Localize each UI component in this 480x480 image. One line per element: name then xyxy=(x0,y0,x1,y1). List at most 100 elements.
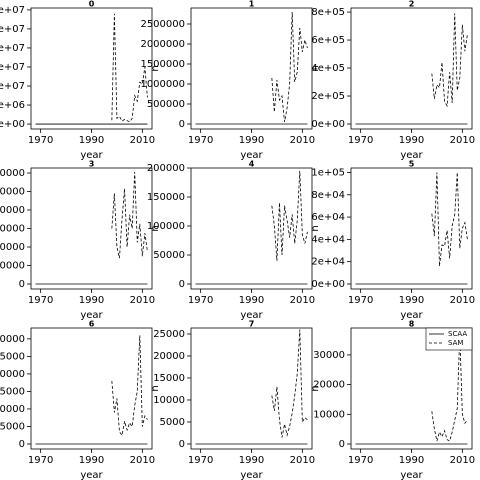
y-tick-label: 0 xyxy=(179,119,185,130)
series-line xyxy=(271,11,308,123)
y-tick-label: 2.5e+07 xyxy=(0,24,25,35)
y-tick-label: 10000 xyxy=(0,404,25,415)
x-tick-label: 2010 xyxy=(290,455,315,466)
y-tick-label: 60000 xyxy=(0,224,25,235)
y-tick-label: 15000 xyxy=(153,373,185,384)
y-tick-label: 150000 xyxy=(147,192,185,203)
plot-frame xyxy=(190,7,313,130)
y-tick-label: 100000 xyxy=(147,221,185,232)
plot-frame xyxy=(30,7,153,130)
x-tick-label: 2010 xyxy=(450,295,475,306)
x-axis-label: year xyxy=(240,470,263,480)
x-tick-label: 1990 xyxy=(79,455,104,466)
y-axis-label: n xyxy=(310,65,321,71)
y-tick-label: 30000 xyxy=(0,334,25,345)
x-tick-label: 1970 xyxy=(28,295,53,306)
y-tick-label: 0 xyxy=(179,279,185,290)
y-tick-label: 50000 xyxy=(153,250,185,261)
chart-title: 7 xyxy=(249,320,255,329)
x-tick-label: 1990 xyxy=(79,135,104,146)
series-line xyxy=(271,329,308,438)
chart-title: 1 xyxy=(249,0,255,9)
y-tick-label: 1.5e+07 xyxy=(0,62,25,73)
x-tick-label: 2010 xyxy=(450,455,475,466)
x-tick-label: 1970 xyxy=(348,135,373,146)
y-tick-label: 120000 xyxy=(0,168,25,179)
y-tick-label: 8e+05 xyxy=(311,7,345,18)
x-tick-label: 1970 xyxy=(348,455,373,466)
legend-label: SAM xyxy=(448,339,463,347)
chart-title: 5 xyxy=(409,160,415,169)
y-tick-label: 500000 xyxy=(147,99,185,110)
series-line xyxy=(111,13,148,123)
y-tick-label: 0e+00 xyxy=(311,119,345,130)
series-line xyxy=(111,172,148,259)
y-tick-label: 4e+05 xyxy=(311,63,345,74)
y-axis-label: n xyxy=(150,65,161,71)
y-tick-label: 80000 xyxy=(0,205,25,216)
x-tick-label: 1970 xyxy=(348,295,373,306)
y-tick-label: 0 xyxy=(19,439,25,450)
y-tick-label: 1.0e+07 xyxy=(0,81,25,92)
x-tick-label: 2010 xyxy=(130,295,155,306)
x-tick-label: 1990 xyxy=(239,455,264,466)
y-tick-label: 6e+04 xyxy=(311,212,345,223)
y-tick-label: 25000 xyxy=(0,351,25,362)
chart-title: 3 xyxy=(89,160,95,169)
x-tick-label: 1970 xyxy=(188,135,213,146)
y-tick-label: 30000 xyxy=(313,350,345,361)
y-axis-label: n xyxy=(150,385,161,391)
y-tick-label: 1000000 xyxy=(140,79,185,90)
y-tick-label: 4e+04 xyxy=(311,234,345,245)
y-tick-label: 2000000 xyxy=(140,39,185,50)
x-axis-label: year xyxy=(400,310,423,321)
y-tick-label: 3.0e+07 xyxy=(0,5,25,16)
y-tick-label: 2e+04 xyxy=(311,257,345,268)
y-tick-label: 0e+00 xyxy=(311,279,345,290)
x-axis-label: year xyxy=(80,310,103,321)
y-tick-label: 5.0e+06 xyxy=(0,100,25,111)
y-axis-label: n xyxy=(310,225,321,231)
plot-frame xyxy=(30,327,153,450)
y-axis-label: n xyxy=(0,225,1,231)
y-tick-label: 200000 xyxy=(147,163,185,174)
y-tick-label: 20000 xyxy=(0,261,25,272)
y-tick-label: 2500000 xyxy=(140,19,185,30)
x-tick-label: 1970 xyxy=(188,295,213,306)
series-line xyxy=(431,13,468,108)
y-tick-label: 100000 xyxy=(0,186,25,197)
y-tick-label: 0 xyxy=(339,439,345,450)
x-tick-label: 2010 xyxy=(130,455,155,466)
legend-label: SCAA xyxy=(448,330,467,338)
chart-title: 2 xyxy=(409,0,415,9)
x-tick-label: 2010 xyxy=(290,135,315,146)
x-tick-label: 1990 xyxy=(79,295,104,306)
x-axis-label: year xyxy=(80,470,103,480)
x-axis-label: year xyxy=(240,310,263,321)
y-tick-label: 0.0e+00 xyxy=(0,119,25,130)
y-tick-label: 20000 xyxy=(0,369,25,380)
x-tick-label: 2010 xyxy=(290,295,315,306)
chart-title: 0 xyxy=(89,0,95,9)
y-tick-label: 15000 xyxy=(0,386,25,397)
y-tick-label: 0 xyxy=(179,439,185,450)
x-tick-label: 1990 xyxy=(399,135,424,146)
chart-title: 8 xyxy=(409,320,415,329)
x-tick-label: 1970 xyxy=(28,135,53,146)
x-axis-label: year xyxy=(400,150,423,161)
x-tick-label: 2010 xyxy=(130,135,155,146)
x-tick-label: 1990 xyxy=(239,295,264,306)
y-tick-label: 5000 xyxy=(160,417,185,428)
y-tick-label: 40000 xyxy=(0,242,25,253)
plot-frame xyxy=(190,167,313,290)
series-line xyxy=(271,170,308,261)
y-tick-label: 1e+05 xyxy=(311,167,345,178)
y-tick-label: 8e+04 xyxy=(311,190,345,201)
series-line xyxy=(111,335,148,437)
y-tick-label: 6e+05 xyxy=(311,35,345,46)
x-tick-label: 2010 xyxy=(450,135,475,146)
plot-frame xyxy=(350,7,473,130)
y-tick-label: 2e+05 xyxy=(311,91,345,102)
x-tick-label: 1990 xyxy=(399,295,424,306)
